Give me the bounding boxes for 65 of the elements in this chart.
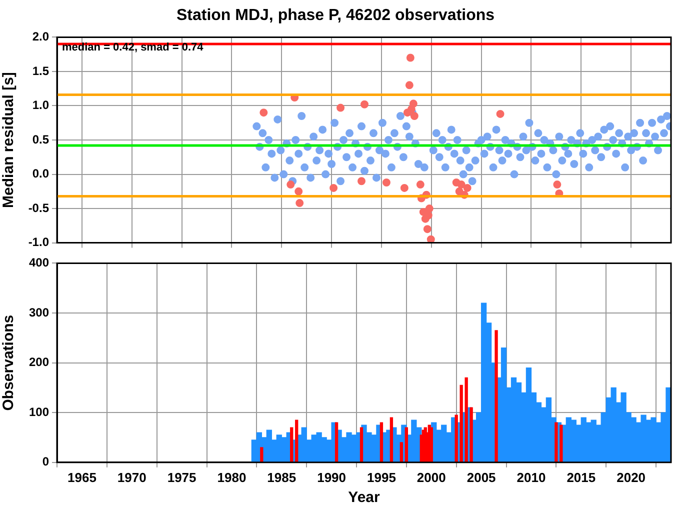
x-tick-label: 2015 — [566, 470, 596, 485]
y-axis-title: Observations — [0, 314, 18, 411]
x-tick-label: 1990 — [317, 470, 346, 485]
point — [400, 184, 408, 192]
point — [294, 187, 303, 196]
point — [496, 110, 504, 118]
x-tick-label: 1985 — [267, 470, 296, 485]
point — [409, 100, 418, 108]
x-tick-label: 2010 — [516, 470, 546, 485]
y-tick-label: 1.5 — [32, 64, 50, 78]
point — [553, 180, 562, 189]
y-axis-title: Median residual [s] — [0, 72, 18, 208]
bar — [295, 420, 298, 462]
point — [286, 180, 295, 189]
bar — [430, 427, 433, 462]
chart-title: Station MDJ, phase P, 46202 observations — [176, 7, 495, 24]
x-tick-label: 2020 — [616, 470, 646, 485]
x-tick-label: 1980 — [217, 470, 246, 485]
bar — [260, 447, 264, 462]
y-tick-label: -0.5 — [28, 200, 50, 215]
bar — [380, 422, 384, 462]
bar — [390, 417, 394, 462]
point — [463, 184, 472, 192]
y-tick-label: 2.0 — [32, 30, 50, 44]
x-tick-label: 1965 — [68, 470, 96, 485]
annotation: median = 0.42, smad = 0.74 — [62, 42, 204, 54]
point — [410, 112, 418, 120]
point — [405, 81, 414, 90]
point — [426, 235, 435, 243]
bar — [454, 414, 458, 462]
point — [296, 199, 304, 208]
point — [330, 184, 338, 192]
point — [416, 180, 424, 189]
bar — [334, 422, 338, 462]
x-tick-label: 2000 — [416, 470, 446, 485]
point — [260, 108, 268, 117]
bar — [400, 442, 404, 462]
y-tick-label: 300 — [28, 305, 50, 320]
point — [406, 54, 414, 62]
bar — [494, 330, 498, 462]
point — [358, 177, 366, 186]
y-tick-label: 1.0 — [32, 98, 50, 112]
bar — [500, 348, 507, 462]
point — [336, 104, 345, 112]
y-tick-label: 200 — [28, 355, 50, 370]
point — [360, 100, 368, 108]
bar — [290, 427, 294, 462]
x-tick-label: 1970 — [117, 470, 146, 485]
bar — [460, 384, 463, 462]
bar — [404, 427, 408, 462]
y-tick-label: 0.5 — [32, 132, 50, 146]
y-tick-label: 0.0 — [32, 166, 50, 181]
x-tick-label: 1995 — [367, 470, 396, 485]
bar — [360, 427, 364, 462]
y-tick-label: 400 — [28, 256, 50, 270]
x-axis-title: Year — [348, 489, 380, 506]
point — [382, 178, 390, 186]
y-tick-label: -1.0 — [28, 235, 50, 250]
y-tick-label: 0 — [42, 454, 50, 469]
x-tick-label: 1975 — [167, 470, 196, 485]
point — [423, 225, 432, 234]
point — [457, 180, 466, 189]
x-tick-label: 2005 — [466, 470, 496, 485]
point — [425, 204, 434, 213]
y-tick-label: 100 — [28, 404, 50, 419]
